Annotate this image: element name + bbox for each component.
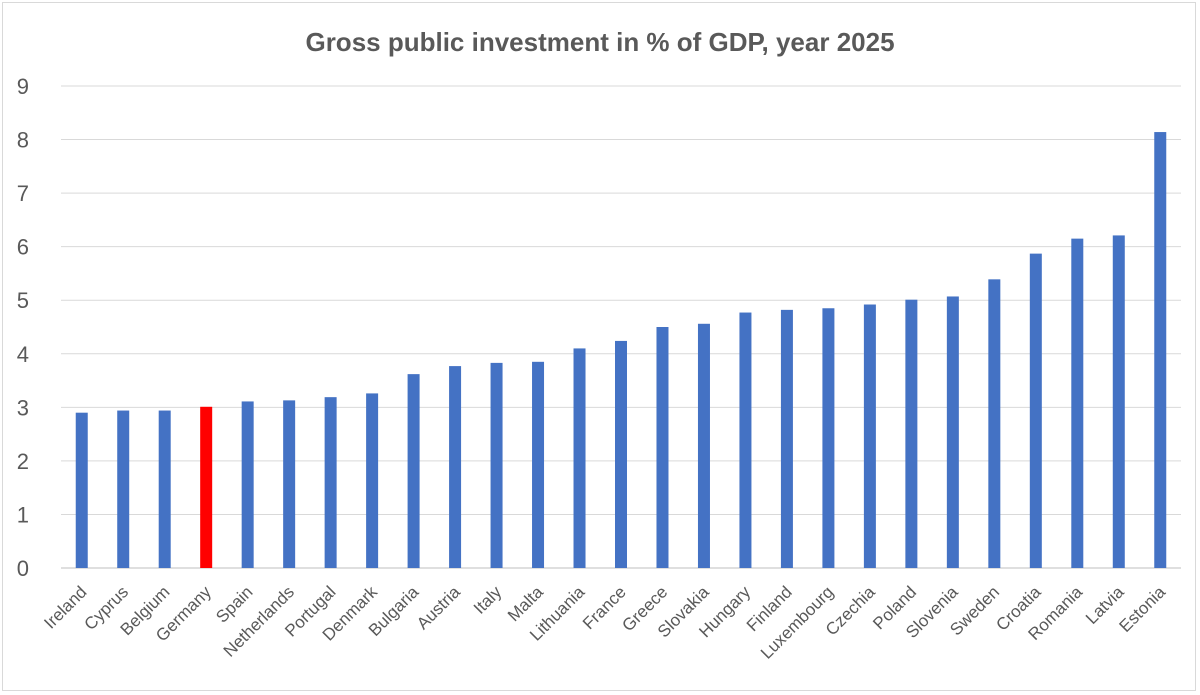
bar-netherlands [283, 400, 296, 568]
bar-latvia [1112, 235, 1125, 569]
bar-poland [905, 299, 918, 568]
y-axis-ticks: 0 1 2 3 4 5 6 7 8 9 [17, 74, 29, 581]
x-axis-ticks: IrelandCyprusBelgiumGermanySpainNetherla… [40, 582, 1169, 663]
y-tick-label: 8 [17, 128, 29, 153]
bar-portugal [324, 397, 337, 568]
bar-czechia [863, 304, 876, 568]
bar-hungary [739, 312, 752, 568]
y-tick-label: 7 [17, 181, 29, 206]
bar-austria [449, 366, 462, 568]
bar-slovenia [946, 296, 959, 568]
bars [75, 132, 1167, 569]
bar-romania [1071, 238, 1084, 568]
bar-slovakia [697, 323, 710, 568]
x-tick-label: Ireland [40, 582, 90, 632]
bar-luxembourg [822, 308, 835, 568]
bar-finland [780, 309, 793, 568]
bar-chart: Gross public investment in % of GDP, yea… [17, 27, 1181, 663]
bar-ireland [75, 412, 88, 568]
y-tick-label: 3 [17, 395, 29, 420]
y-tick-label: 4 [17, 342, 29, 367]
x-tick-label: Estonia [1116, 582, 1170, 636]
y-tick-label: 9 [17, 74, 29, 99]
bar-france [615, 340, 627, 568]
bar-germany [200, 406, 213, 568]
bar-croatia [1029, 253, 1042, 568]
bar-spain [241, 401, 254, 568]
bar-denmark [366, 393, 379, 568]
bar-greece [656, 327, 669, 568]
bar-cyprus [117, 410, 130, 568]
y-tick-label: 0 [17, 556, 29, 581]
x-tick-label: Italy [470, 582, 506, 618]
bar-estonia [1154, 132, 1167, 568]
y-tick-label: 6 [17, 235, 29, 260]
bar-italy [490, 362, 503, 568]
y-tick-label: 5 [17, 288, 29, 313]
bar-lithuania [573, 348, 586, 568]
x-tick-label: Austria [413, 582, 464, 633]
bar-malta [532, 361, 545, 568]
bar-bulgaria [407, 374, 420, 568]
bar-belgium [158, 410, 171, 568]
bar-sweden [988, 279, 1001, 568]
chart-title: Gross public investment in % of GDP, yea… [305, 27, 894, 57]
y-tick-label: 2 [17, 449, 29, 474]
y-tick-label: 1 [17, 502, 29, 527]
